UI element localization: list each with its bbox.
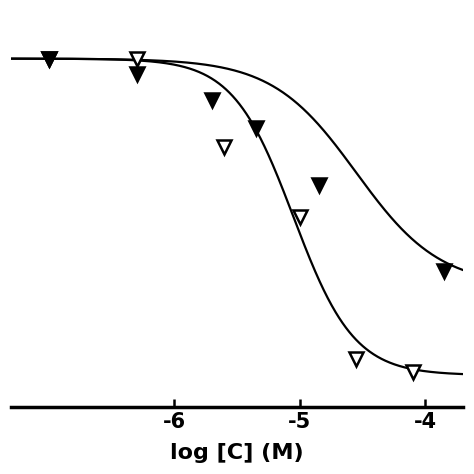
X-axis label: log [C] (M): log [C] (M) xyxy=(170,443,304,463)
